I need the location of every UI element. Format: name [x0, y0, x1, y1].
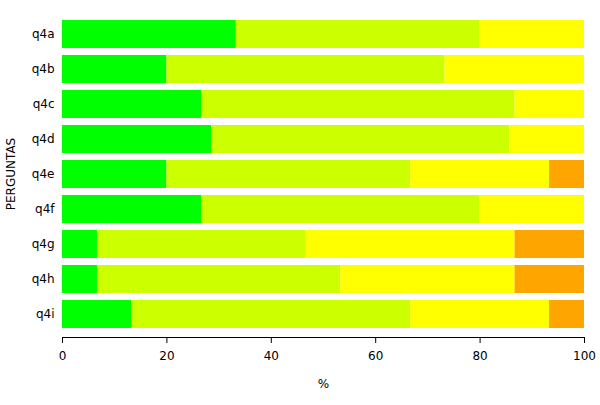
svg-text:80: 80: [472, 349, 487, 363]
svg-text:q4g: q4g: [32, 237, 55, 251]
svg-text:q4f: q4f: [35, 202, 55, 216]
svg-text:60: 60: [368, 349, 383, 363]
svg-text:q4e: q4e: [32, 167, 55, 181]
svg-text:40: 40: [264, 349, 279, 363]
svg-text:q4a: q4a: [32, 27, 55, 41]
svg-text:20: 20: [159, 349, 174, 363]
svg-text:%: %: [318, 377, 329, 391]
svg-text:q4c: q4c: [33, 97, 55, 111]
svg-text:q4i: q4i: [36, 307, 55, 321]
svg-text:q4b: q4b: [32, 62, 55, 76]
svg-text:q4h: q4h: [32, 272, 55, 286]
svg-text:0: 0: [59, 349, 67, 363]
svg-text:100: 100: [573, 349, 596, 363]
svg-text:PERGUNTAS: PERGUNTAS: [4, 138, 18, 210]
svg-text:q4d: q4d: [32, 132, 55, 146]
